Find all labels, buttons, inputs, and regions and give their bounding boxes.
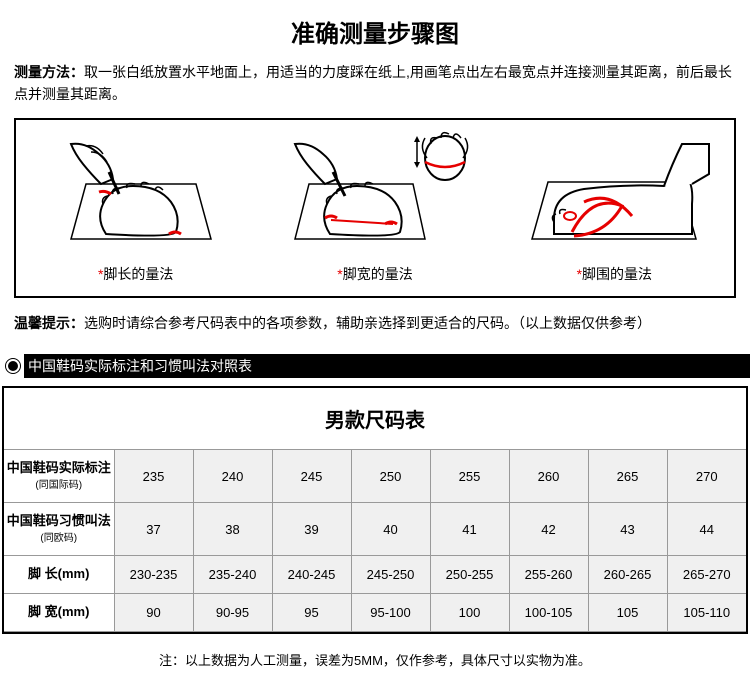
table-cell: 250-255: [430, 555, 509, 593]
panel-label: *脚长的量法: [98, 264, 173, 284]
size-table-wrap: 男款尺码表 中国鞋码实际标注(同国际码)23524024525025526026…: [2, 386, 748, 634]
table-cell: 38: [193, 503, 272, 556]
size-table: 中国鞋码实际标注(同国际码)235240245250255260265270中国…: [4, 450, 746, 632]
table-row: 中国鞋码习惯叫法(同欧码)3738394041424344: [4, 503, 746, 556]
table-cell: 95-100: [351, 593, 430, 631]
warm-tip: 温馨提示：选购时请综合参考尺码表中的各项参数，辅助亲选择到更适合的尺码。（以上数…: [0, 298, 750, 352]
page-title: 准确测量步骤图: [0, 0, 750, 61]
panel-label: *脚围的量法: [577, 264, 652, 284]
table-cell: 265-270: [667, 555, 746, 593]
table-row: 脚 宽(mm)9090-959595-100100100-105105105-1…: [4, 593, 746, 631]
foot-length-illustration: [41, 120, 231, 258]
table-cell: 43: [588, 503, 667, 556]
bullet-icon: [6, 359, 20, 373]
table-cell: 265: [588, 450, 667, 502]
table-cell: 260: [509, 450, 588, 502]
table-cell: 230-235: [114, 555, 193, 593]
table-cell: 40: [351, 503, 430, 556]
table-cell: 270: [667, 450, 746, 502]
table-cell: 44: [667, 503, 746, 556]
table-cell: 105: [588, 593, 667, 631]
table-cell: 245-250: [351, 555, 430, 593]
foot-girth-illustration: [514, 120, 714, 258]
method-label: 测量方法：: [14, 64, 84, 80]
table-cell: 235-240: [193, 555, 272, 593]
table-cell: 90-95: [193, 593, 272, 631]
table-cell: 260-265: [588, 555, 667, 593]
table-cell: 250: [351, 450, 430, 502]
row-header: 脚 长(mm): [4, 555, 114, 593]
tip-label: 温馨提示：: [14, 315, 84, 331]
panel-foot-girth: *脚围的量法: [495, 120, 734, 296]
table-cell: 240-245: [272, 555, 351, 593]
diagram-frame: *脚长的量法: [14, 118, 736, 298]
table-cell: 240: [193, 450, 272, 502]
footnote: 注：以上数据为人工测量，误差为5MM，仅作参考，具体尺寸以实物为准。: [0, 634, 750, 675]
panel-label: *脚宽的量法: [337, 264, 412, 284]
table-cell: 37: [114, 503, 193, 556]
table-cell: 255-260: [509, 555, 588, 593]
table-cell: 39: [272, 503, 351, 556]
panel-foot-length: *脚长的量法: [16, 120, 255, 296]
table-row: 脚 长(mm)230-235235-240240-245245-250250-2…: [4, 555, 746, 593]
measurement-method: 测量方法：取一张白纸放置水平地面上，用适当的力度踩在纸上,用画笔点出左右最宽点并…: [0, 61, 750, 118]
table-cell: 235: [114, 450, 193, 502]
section-bar: 中国鞋码实际标注和习惯叫法对照表: [0, 352, 750, 380]
table-cell: 42: [509, 503, 588, 556]
table-cell: 100: [430, 593, 509, 631]
table-cell: 245: [272, 450, 351, 502]
foot-width-illustration: [275, 120, 475, 258]
row-header: 中国鞋码习惯叫法(同欧码): [4, 503, 114, 556]
table-title: 男款尺码表: [4, 388, 746, 450]
section-bar-text: 中国鞋码实际标注和习惯叫法对照表: [24, 354, 750, 378]
table-cell: 90: [114, 593, 193, 631]
method-text: 取一张白纸放置水平地面上，用适当的力度踩在纸上,用画笔点出左右最宽点并连接测量其…: [14, 64, 732, 102]
table-cell: 95: [272, 593, 351, 631]
tip-text: 选购时请综合参考尺码表中的各项参数，辅助亲选择到更适合的尺码。（以上数据仅供参考…: [84, 315, 651, 331]
row-header: 脚 宽(mm): [4, 593, 114, 631]
table-cell: 255: [430, 450, 509, 502]
panel-foot-width: *脚宽的量法: [255, 120, 494, 296]
table-cell: 100-105: [509, 593, 588, 631]
table-cell: 105-110: [667, 593, 746, 631]
table-cell: 41: [430, 503, 509, 556]
row-header: 中国鞋码实际标注(同国际码): [4, 450, 114, 502]
table-row: 中国鞋码实际标注(同国际码)235240245250255260265270: [4, 450, 746, 502]
